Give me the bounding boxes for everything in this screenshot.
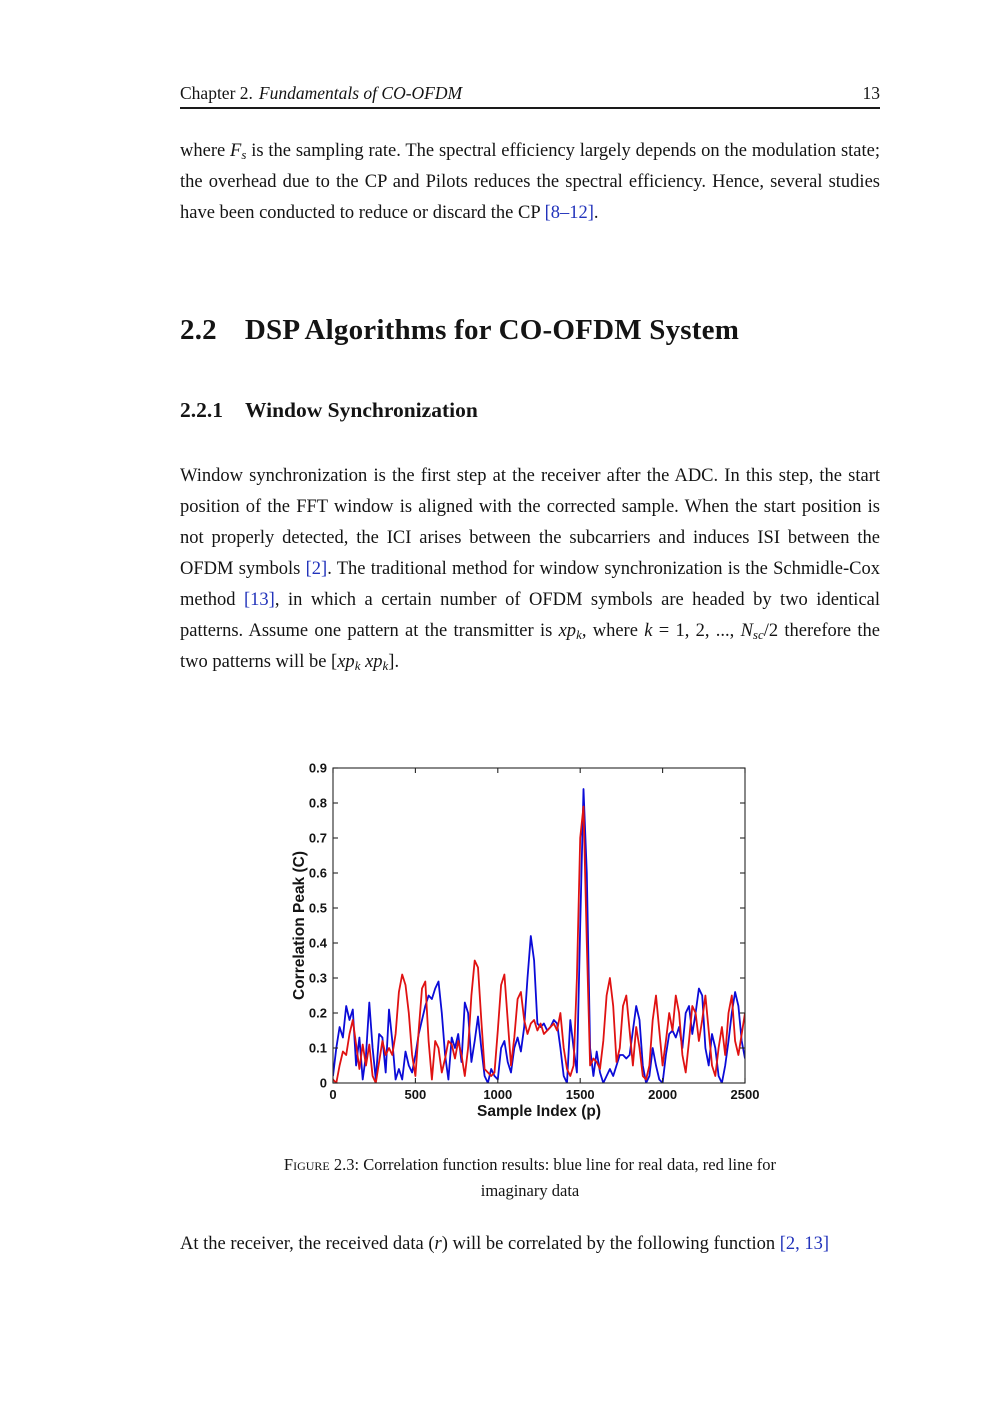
citation-link[interactable]: [13] [244,590,275,610]
math-italic: xp [337,652,355,672]
plot-box [332,767,746,1084]
series-line-imaginary-data [333,805,745,1083]
y-tick-label: 0.5 [309,901,327,916]
paragraph-receiver-correlation: At the receiver, the received data (r) w… [180,1229,880,1260]
text-run: ]. [388,652,400,672]
text-run: , where [581,621,645,641]
subsection-heading: 2.2.1 Window Synchronization [180,398,478,423]
math-subscript: k [576,626,582,642]
x-tick-label: 1500 [566,1087,595,1102]
text-run: Window synchronization is the first step… [180,466,880,579]
running-header-chapter: Chapter 2. [180,83,253,103]
math-italic: F [230,141,242,161]
section-heading: 2.2 DSP Algorithms for CO-OFDM System [180,314,739,347]
y-tick-label: 0.9 [309,761,327,776]
text-run: where [180,141,231,161]
x-tick-label: 1000 [483,1087,512,1102]
paragraph-window-synchronization: Window synchronization is the first step… [180,461,880,678]
text-run: imaginary data [480,1181,580,1200]
x-tick-label: 2500 [731,1087,760,1102]
figure-caption-line-1: Figure 2.3: Correlation function results… [180,1152,880,1178]
subsection-title: Window Synchronization [245,398,478,422]
paragraph-sampling-rate: where Fs is the sampling rate. The spect… [180,136,880,229]
page-number: 13 [862,83,881,103]
x-axis-label: Sample Index (p) [477,1103,601,1120]
y-tick-label: 0.4 [309,936,328,951]
section-number: 2.2 [180,314,217,346]
subsection-number: 2.2.1 [180,398,223,422]
citation-link[interactable]: [2] [305,559,328,579]
text-run: = 1, 2, ..., [652,621,741,641]
text-run: At the receiver, the received data ( [180,1234,435,1254]
running-header-title: Fundamentals of CO-OFDM [258,83,463,103]
math-italic: xp [558,621,577,641]
citation-link[interactable]: [8–12] [544,203,594,223]
y-axis-label: Correlation Peak (C) [291,851,308,1000]
math-subscript: s [241,146,247,162]
correlation-chart: 0 500 1000 1500 2000 2500 0 0.1 0.2 0.3 0.4 0.5 0.6 0… [291,761,760,1121]
math-italic: xp [365,652,383,672]
y-tick-label: 0.3 [309,971,327,986]
x-tick-label: 2000 [648,1087,677,1102]
figure-caption: Figure 2.3: Correlation function results… [180,1152,880,1204]
x-tick-label: 500 [405,1087,427,1102]
y-tick-label: 0.2 [309,1006,327,1021]
citation-link[interactable]: [2, 13] [779,1234,830,1254]
text-run: . [593,203,599,223]
y-tick-label: 0.8 [309,796,327,811]
y-tick-label: 0.7 [309,831,327,846]
running-header: Chapter 2. Fundamentals of CO-OFDM 13 [180,82,880,104]
x-tick-label: 0 [329,1087,336,1102]
text-run: . The traditional method for window sync… [180,559,881,610]
y-tick-label: 0.6 [309,866,327,881]
text-run: ) will be correlated by the following fu… [441,1234,780,1254]
math-italic: k [644,621,653,641]
math-subscript: sc [752,626,764,642]
section-title: DSP Algorithms for CO-OFDM System [244,314,740,346]
math-subscript: k [382,657,389,673]
figure-caption-line-2: imaginary data [180,1178,880,1204]
math-italic: r [434,1234,442,1254]
math-italic: N [740,621,753,641]
text-run: Correlation function results: blue line … [359,1155,777,1174]
text-run: is the sampling rate. The spectral effic… [180,141,880,223]
y-tick-label: 0 [320,1076,327,1091]
y-tick-label: 0.1 [309,1041,327,1056]
header-rule [180,107,880,109]
text-run: /2 therefore the two patterns will be [ [180,621,881,672]
text-run: , in which a certain number of OFDM symb… [180,590,881,641]
caption-label: Figure 2.3: [283,1155,360,1174]
math-subscript: k [354,657,361,673]
